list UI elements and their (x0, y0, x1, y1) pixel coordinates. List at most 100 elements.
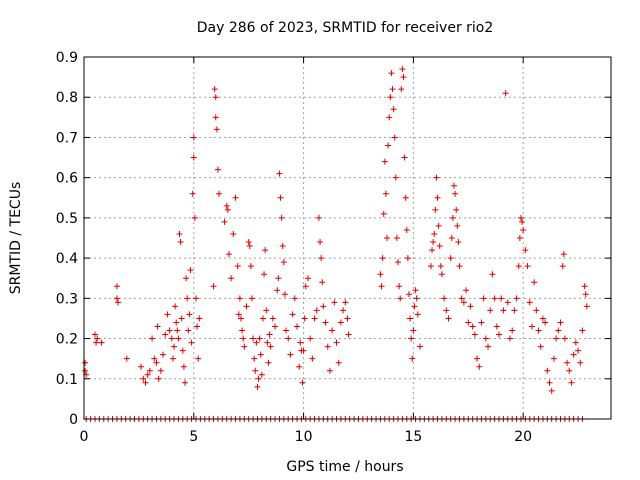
axis-ticks (83, 56, 611, 420)
data-point (182, 379, 189, 386)
data-point (517, 214, 524, 221)
data-point (557, 319, 564, 326)
y-tick-label: 0.6 (56, 171, 78, 187)
data-point (281, 291, 288, 298)
data-point (378, 283, 385, 290)
data-point (177, 239, 184, 246)
data-point (559, 263, 566, 270)
data-point (493, 323, 500, 330)
data-point (297, 339, 304, 346)
data-point (258, 371, 265, 378)
data-point (216, 190, 223, 197)
data-point (387, 94, 394, 101)
data-point (160, 351, 167, 358)
data-point (154, 323, 161, 330)
data-point (320, 303, 327, 310)
data-point (162, 331, 169, 338)
data-point (389, 86, 396, 93)
data-point (146, 367, 153, 374)
data-point (212, 114, 219, 121)
data-point (176, 230, 183, 237)
data-point (304, 275, 311, 282)
data-point (437, 263, 444, 270)
data-point (550, 355, 557, 362)
data-point (531, 279, 538, 286)
data-point (487, 307, 494, 314)
data-point (289, 311, 296, 318)
data-point (478, 319, 485, 326)
data-point (344, 315, 351, 322)
data-point (511, 307, 518, 314)
data-point (401, 154, 408, 161)
data-point (465, 319, 472, 326)
data-point (445, 315, 452, 322)
data-point (263, 307, 270, 314)
data-point (577, 359, 584, 366)
data-point (230, 230, 237, 237)
data-point (405, 291, 412, 298)
data-point (395, 259, 402, 266)
data-point (390, 106, 397, 113)
data-point (214, 166, 221, 173)
data-point (98, 339, 105, 346)
data-point (393, 235, 400, 241)
data-point (434, 194, 441, 201)
data-point (476, 363, 483, 370)
data-point (452, 190, 459, 197)
data-point (458, 295, 465, 302)
data-point (91, 331, 98, 338)
data-point (210, 283, 217, 290)
data-point (293, 323, 300, 330)
data-point (416, 343, 423, 350)
data-point (542, 319, 549, 326)
data-point (239, 327, 246, 334)
data-point (113, 283, 120, 290)
data-point (82, 359, 89, 366)
data-point (183, 275, 190, 282)
data-point (489, 271, 496, 278)
x-tick-label: 5 (189, 429, 198, 445)
data-point (259, 315, 266, 322)
data-point (568, 379, 575, 386)
data-point (455, 239, 462, 246)
data-point (248, 295, 255, 302)
data-point (398, 86, 405, 93)
data-point (212, 94, 219, 101)
data-point (498, 295, 505, 302)
data-point (429, 247, 436, 254)
data-point (516, 235, 523, 241)
data-point (560, 251, 567, 258)
data-point (184, 295, 191, 302)
data-points (82, 66, 590, 422)
data-point (509, 327, 516, 334)
data-point (169, 355, 176, 362)
data-point (548, 387, 555, 394)
data-point (427, 263, 434, 270)
data-point (443, 307, 450, 314)
data-point (450, 182, 457, 189)
data-point (583, 303, 590, 310)
data-point (196, 315, 203, 322)
data-point (164, 311, 171, 318)
data-point (572, 339, 579, 346)
data-point (335, 359, 342, 366)
data-point (322, 319, 329, 326)
data-point (264, 339, 271, 346)
data-point (400, 74, 407, 81)
data-point (302, 283, 309, 290)
data-point (491, 295, 498, 302)
data-point (309, 355, 316, 362)
data-point (410, 327, 417, 334)
data-point (280, 259, 287, 266)
data-point (404, 255, 411, 262)
data-point (178, 315, 185, 322)
y-tick-label: 0 (69, 412, 78, 428)
data-point (337, 319, 344, 326)
data-point (266, 331, 273, 338)
data-point (520, 226, 527, 233)
data-point (579, 327, 586, 334)
data-point (224, 206, 231, 213)
data-point (392, 174, 399, 181)
data-point (256, 335, 263, 342)
